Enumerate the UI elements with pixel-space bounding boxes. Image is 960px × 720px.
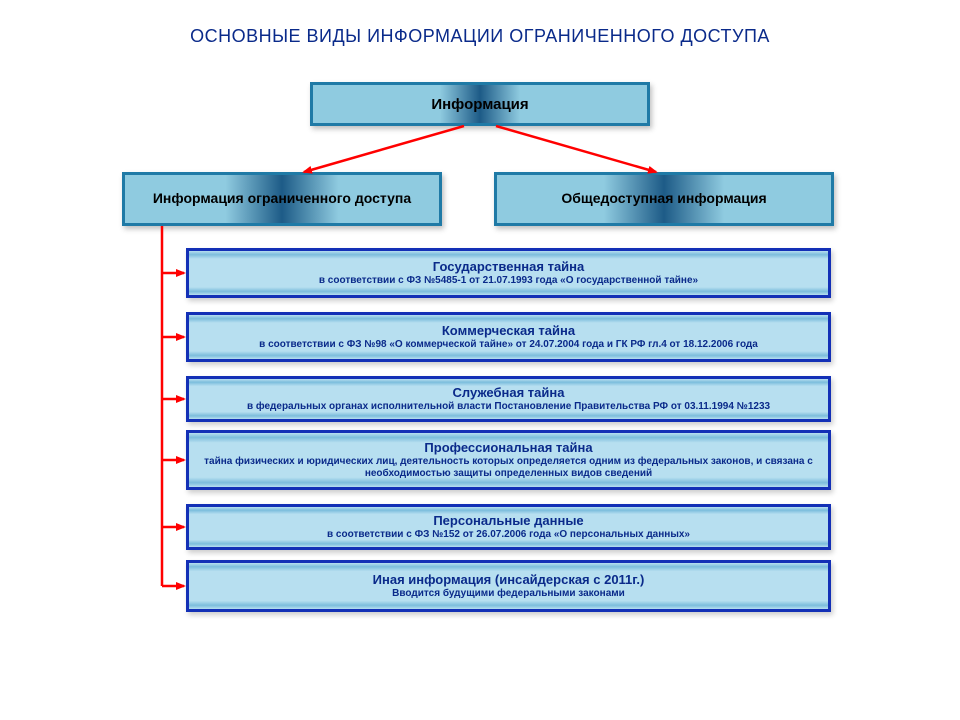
category-title: Коммерческая тайна [442, 323, 575, 338]
category-box: Иная информация (инсайдерская с 2011г.)В… [186, 560, 831, 612]
root-box: Информация [310, 82, 650, 126]
category-desc: в соответствии с ФЗ №98 «О коммерческой … [259, 339, 758, 351]
branch-left-box: Информация ограниченного доступа [122, 172, 442, 226]
category-desc: в соответствии с ФЗ №152 от 26.07.2006 г… [327, 529, 690, 541]
category-box: Профессиональная тайнатайна физических и… [186, 430, 831, 490]
category-box: Коммерческая тайнав соответствии с ФЗ №9… [186, 312, 831, 362]
root-label: Информация [431, 96, 528, 113]
category-box: Государственная тайнав соответствии с ФЗ… [186, 248, 831, 298]
category-title: Персональные данные [433, 513, 583, 528]
category-title: Государственная тайна [433, 259, 585, 274]
category-desc: в федеральных органах исполнительной вла… [247, 401, 770, 413]
category-title: Профессиональная тайна [424, 440, 592, 455]
category-title: Служебная тайна [453, 385, 565, 400]
category-box: Персональные данныев соответствии с ФЗ №… [186, 504, 831, 550]
branch-right-label: Общедоступная информация [561, 190, 766, 208]
branch-left-label: Информация ограниченного доступа [153, 190, 411, 208]
category-desc: тайна физических и юридических лиц, деят… [203, 456, 814, 480]
category-desc: в соответствии с ФЗ №5485-1 от 21.07.199… [319, 275, 698, 287]
category-box: Служебная тайнав федеральных органах исп… [186, 376, 831, 422]
category-desc: Вводится будущими федеральными законами [392, 588, 625, 600]
branch-right-box: Общедоступная информация [494, 172, 834, 226]
category-title: Иная информация (инсайдерская с 2011г.) [373, 572, 645, 587]
page-title: ОСНОВНЫЕ ВИДЫ ИНФОРМАЦИИ ОГРАНИЧЕННОГО Д… [0, 26, 960, 47]
